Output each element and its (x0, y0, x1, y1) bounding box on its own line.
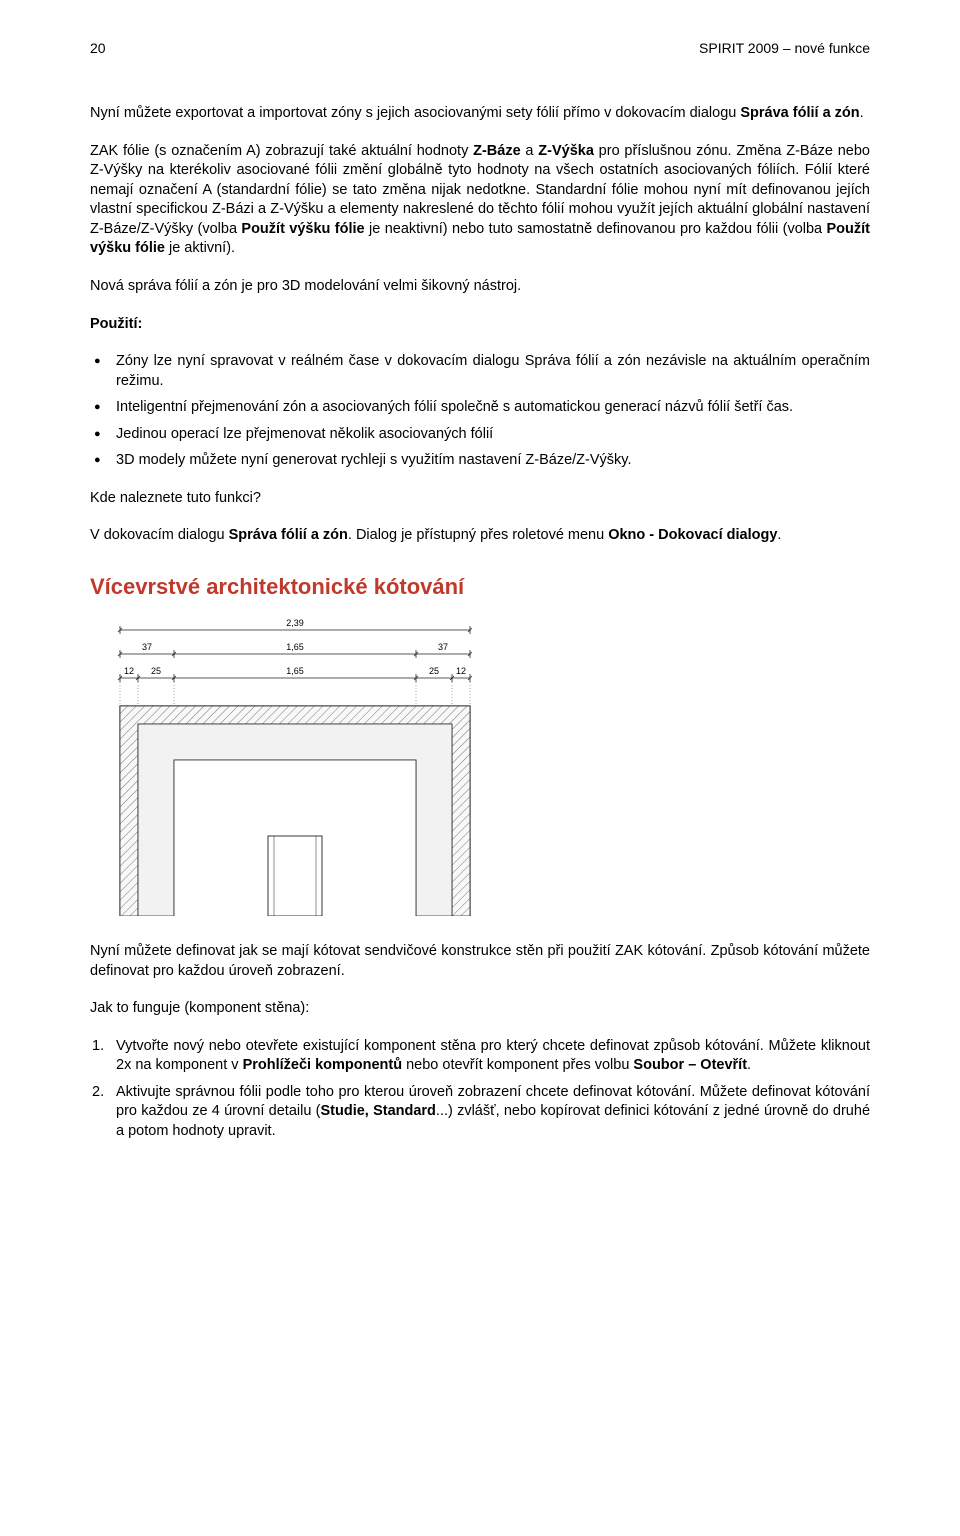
usage-label: Použití: (90, 315, 870, 335)
list-item: 1. Vytvořte nový nebo otevřete existujíc… (90, 1037, 870, 1076)
page-header: 20 SPIRIT 2009 – nové funkce (90, 40, 870, 56)
text: Nyní můžete exportovat a importovat zóny… (90, 105, 740, 121)
page-number: 20 (90, 40, 106, 56)
header-title: SPIRIT 2009 – nové funkce (699, 40, 870, 56)
paragraph-2: ZAK fólie (s označením A) zobrazují také… (90, 142, 870, 259)
svg-text:25: 25 (151, 666, 161, 676)
text: . (777, 527, 781, 543)
text-bold: Studie, Standard (320, 1103, 435, 1119)
text: . (860, 105, 864, 121)
paragraph-1: Nyní můžete exportovat a importovat zóny… (90, 104, 870, 124)
where-answer: V dokovacím dialogu Správa fólií a zón. … (90, 526, 870, 546)
section-heading: Vícevrstvé architektonické kótování (90, 574, 870, 600)
text-bold: Okno - Dokovací dialogy (608, 527, 777, 543)
text: je neaktivní) nebo tuto samostatně defin… (365, 221, 827, 237)
dimension-svg: 2,39 37 1,65 37 12 25 1,65 25 12 (90, 616, 510, 916)
text-bold: Správa fólií a zón (229, 527, 348, 543)
text-bold: Z-Výška (538, 143, 594, 159)
svg-text:25: 25 (429, 666, 439, 676)
text-bold: Prohlížeči komponentů (243, 1057, 403, 1073)
list-item: 3D modely můžete nyní generovat rychleji… (90, 451, 870, 471)
text: je aktivní). (165, 240, 235, 256)
step-number: 2. (92, 1083, 104, 1103)
usage-list: Zóny lze nyní spravovat v reálném čase v… (90, 352, 870, 471)
text-bold: Správa fólií a zón (740, 105, 859, 121)
text: V dokovacím dialogu (90, 527, 229, 543)
list-item: Inteligentní přejmenování zón a asociova… (90, 398, 870, 418)
text: nebo otevřít komponent přes volbu (402, 1057, 633, 1073)
steps-list: 1. Vytvořte nový nebo otevřete existujíc… (90, 1037, 870, 1142)
how-label: Jak to funguje (komponent stěna): (90, 999, 870, 1019)
text: a (521, 143, 539, 159)
paragraph-after-diagram: Nyní můžete definovat jak se mají kótova… (90, 942, 870, 981)
svg-text:1,65: 1,65 (286, 666, 304, 676)
paragraph-3: Nová správa fólií a zón je pro 3D modelo… (90, 277, 870, 297)
list-item: Zóny lze nyní spravovat v reálném čase v… (90, 352, 870, 391)
text: . (747, 1057, 751, 1073)
list-item: 2. Aktivujte správnou fólii podle toho p… (90, 1083, 870, 1142)
text-bold: Soubor – Otevřít (633, 1057, 747, 1073)
text-bold: Z-Báze (473, 143, 521, 159)
svg-text:37: 37 (142, 642, 152, 652)
dimension-diagram: 2,39 37 1,65 37 12 25 1,65 25 12 (90, 616, 870, 916)
where-question: Kde naleznete tuto funkci? (90, 489, 870, 509)
svg-text:37: 37 (438, 642, 448, 652)
text: . Dialog je přístupný přes roletové menu (348, 527, 608, 543)
svg-text:12: 12 (456, 666, 466, 676)
text: ZAK fólie (s označením A) zobrazují také… (90, 143, 473, 159)
svg-text:1,65: 1,65 (286, 642, 304, 652)
svg-text:2,39: 2,39 (286, 618, 304, 628)
svg-text:12: 12 (124, 666, 134, 676)
text-bold: Použít výšku fólie (241, 221, 364, 237)
text-bold: Použití: (90, 316, 142, 332)
list-item: Jedinou operací lze přejmenovat několik … (90, 425, 870, 445)
step-number: 1. (92, 1037, 104, 1057)
